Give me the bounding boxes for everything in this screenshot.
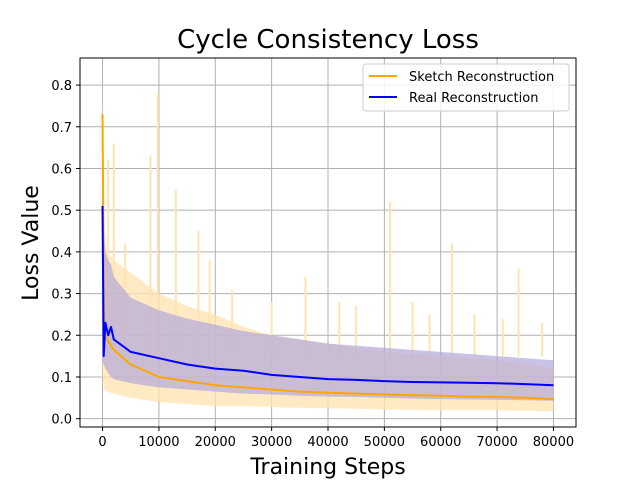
y-tick-label-5: 0.5 [51,204,72,219]
y-tick-label-1: 0.1 [51,371,72,386]
x-tick-label-8: 80000 [533,435,574,450]
band-real [102,185,554,401]
legend: Sketch Reconstruction Real Reconstructio… [362,63,570,112]
x-tick-label-0: 0 [98,435,106,450]
y-axis-label: Loss Value [19,185,44,301]
chart-title: Cycle Consistency Loss [177,25,479,55]
x-tick-label-4: 40000 [307,435,348,450]
x-tick-label-5: 50000 [364,435,405,450]
x-tick-label-7: 70000 [476,435,517,450]
legend-box [362,63,570,112]
x-tick-label-3: 30000 [251,435,292,450]
legend-label-sketch: Sketch Reconstruction [409,70,554,85]
y-tick-label-0: 0.0 [51,413,72,428]
x-tick-label-2: 20000 [195,435,236,450]
series-lines [101,114,554,401]
axis-ticks: 0 10000 20000 30000 40000 50000 60000 70000 8000… [51,79,574,450]
line-sketch-reconstruction [101,114,554,401]
y-tick-label-4: 0.4 [51,246,72,261]
x-axis-label: Training Steps [249,455,405,480]
line-real-reconstruction [101,205,554,387]
y-tick-label-7: 0.7 [51,121,72,136]
y-tick-label-2: 0.2 [51,329,72,344]
x-tick-label-6: 60000 [420,435,461,450]
y-tick-label-6: 0.6 [51,162,72,177]
y-tick-label-3: 0.3 [51,288,72,303]
y-tick-label-8: 0.8 [51,79,72,94]
variance-bands [102,72,554,412]
legend-label-real: Real Reconstruction [409,91,538,106]
x-tick-label-1: 10000 [138,435,179,450]
